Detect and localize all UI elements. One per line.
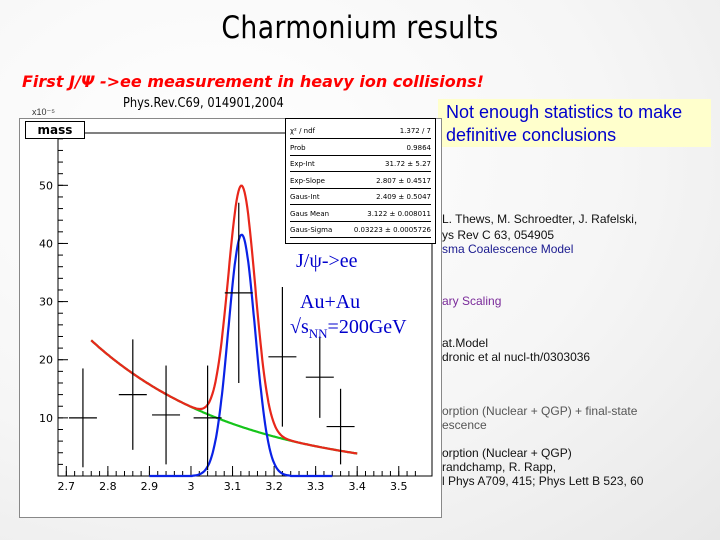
exponential-fit-curve — [90, 339, 358, 455]
publication-reference: Phys.Rev.C69, 014901,2004 — [123, 96, 284, 111]
model-legend: L. Thews, M. Schroedter, J. Rafelski, ys … — [442, 200, 712, 530]
legend-line: ys Rev C 63, 054905 — [442, 228, 555, 242]
legend-line: l Phys A709, 415; Phys Lett B 523, 60 — [442, 474, 644, 488]
y-tick-label: 20 — [39, 354, 53, 367]
x-tick-label: 3 — [187, 480, 194, 493]
stats-key: χ² / ndf — [290, 127, 316, 135]
x-tick-label: 3.3 — [307, 480, 325, 493]
legend-line: randchamp, R. Rapp, — [442, 460, 557, 474]
histogram-name-label: mass — [25, 121, 85, 139]
statistics-note: Not enough statistics to make definitive… — [438, 99, 711, 147]
legend-line: escence — [442, 418, 487, 432]
x-tick-label: 2.8 — [99, 480, 117, 493]
stats-row: Gaus-Sigma 0.03223 ± 0.0005726 — [290, 224, 431, 238]
stats-value: 1.372 / 7 — [399, 127, 431, 135]
system-annotation: Au+Au — [300, 291, 361, 313]
y-tick-label: 10 — [39, 412, 53, 425]
energy-prefix: √s — [290, 316, 309, 338]
legend-line: dronic et al nucl-th/0303036 — [442, 350, 591, 364]
fit-stats-box: χ² / ndf 1.372 / 7 Prob 0.9864 Exp-Int 31.72 … — [285, 118, 436, 244]
x-tick-label: 3.5 — [390, 480, 408, 493]
gaussian-fit-curve — [149, 233, 333, 478]
legend-line: sma Coalescence Model — [442, 242, 574, 256]
stats-value: 3.122 ± 0.008011 — [367, 209, 431, 218]
stats-row: Gaus-Int 2.409 ± 0.5047 — [290, 191, 431, 205]
stats-row: Gaus Mean 3.122 ± 0.008011 — [290, 208, 431, 222]
x-tick-label: 2.9 — [141, 480, 159, 493]
stats-key: Gaus Mean — [290, 209, 330, 218]
channel-annotation: J/ψ->ee — [296, 250, 358, 272]
plot-frame — [57, 132, 433, 477]
x-tick-label: 3.4 — [348, 480, 366, 493]
legend-line: L. Thews, M. Schroedter, J. Rafelski, — [442, 212, 638, 226]
energy-annotation: √sNN=200GeV — [290, 316, 407, 342]
energy-value: =200GeV — [327, 316, 407, 338]
stats-value: 2.409 ± 0.5047 — [376, 193, 431, 201]
stats-key: Exp-Slope — [290, 176, 325, 185]
x-tick-label: 2.7 — [58, 480, 76, 493]
stats-value: 31.72 ± 5.27 — [385, 160, 431, 168]
stats-row: Prob 0.9864 — [290, 142, 431, 156]
stats-row: χ² / ndf 1.372 / 7 — [290, 125, 431, 139]
legend-line: orption (Nuclear + QGP) + final-state — [442, 404, 638, 418]
x-tick-label: 3.2 — [265, 480, 283, 493]
legend-line: at.Model — [442, 336, 489, 350]
stats-row: Exp-Slope 2.807 ± 0.4517 — [290, 175, 431, 189]
x-tick-label: 3.1 — [224, 480, 242, 493]
stats-key: Prob — [290, 143, 306, 152]
stats-value: 2.807 ± 0.4517 — [376, 176, 431, 185]
legend-line: ary Scaling — [442, 294, 502, 308]
energy-subscript: NN — [308, 326, 328, 341]
legend-line: orption (Nuclear + QGP) — [442, 446, 572, 460]
slide-subtitle: First J/Ψ ->ee measurement in heavy ion … — [22, 72, 484, 91]
stats-value: 0.9864 — [406, 143, 432, 152]
stats-value: 0.03223 ± 0.0005726 — [353, 226, 431, 234]
y-tick-label: 30 — [39, 296, 53, 309]
stats-key: Gaus-Sigma — [290, 226, 333, 234]
stats-row: Exp-Int 31.72 ± 5.27 — [290, 158, 431, 172]
y-tick-label: 40 — [39, 237, 53, 250]
stats-key: Gaus-Int — [290, 193, 320, 201]
y-tick-label: 50 — [39, 179, 53, 192]
y-scale-label: x10⁻⁵ — [32, 107, 55, 117]
mass-chart-svg: 2.7 2.8 2.9 3 3.1 3.2 3.3 3.4 3.5 10 20 30 40 50 — [39, 132, 433, 493]
slide-title: Charmonium results — [221, 10, 499, 46]
stats-key: Exp-Int — [290, 160, 315, 168]
total-fit-curve — [90, 184, 358, 455]
